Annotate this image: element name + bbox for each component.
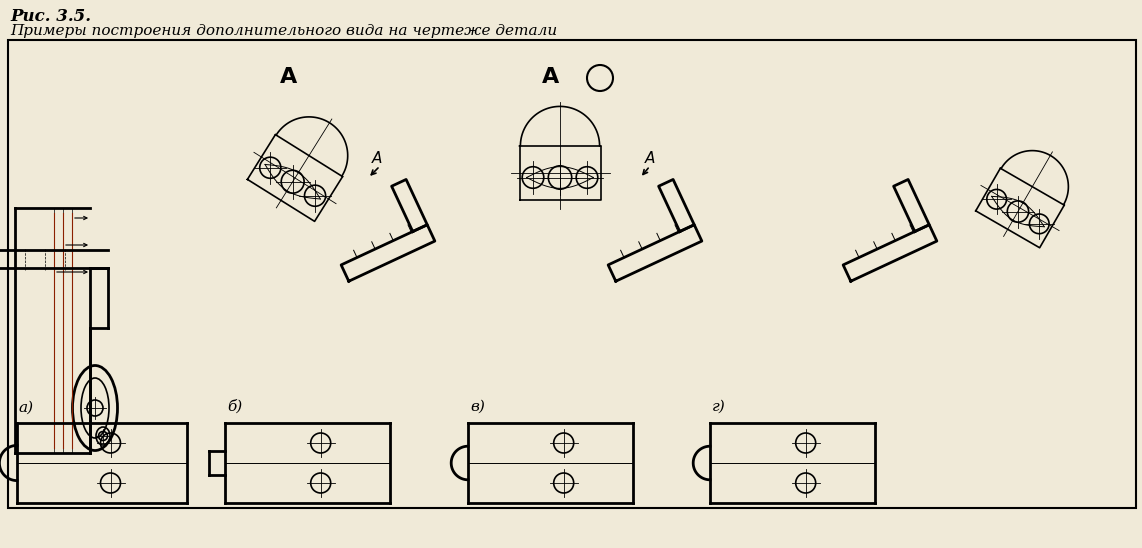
- Text: в): в): [471, 400, 485, 414]
- Text: г): г): [711, 400, 726, 414]
- Bar: [8, 40, 1136, 508]
- Text: A: A: [645, 151, 656, 166]
- Text: а): а): [18, 401, 33, 415]
- Text: A: A: [372, 151, 383, 166]
- Text: б): б): [227, 399, 242, 414]
- Text: Примеры построения дополнительного вида на чертеже детали: Примеры построения дополнительного вида …: [10, 24, 557, 38]
- Text: Рис. 3.5.: Рис. 3.5.: [10, 8, 91, 25]
- Text: A: A: [542, 67, 560, 87]
- Text: A: A: [280, 67, 297, 87]
